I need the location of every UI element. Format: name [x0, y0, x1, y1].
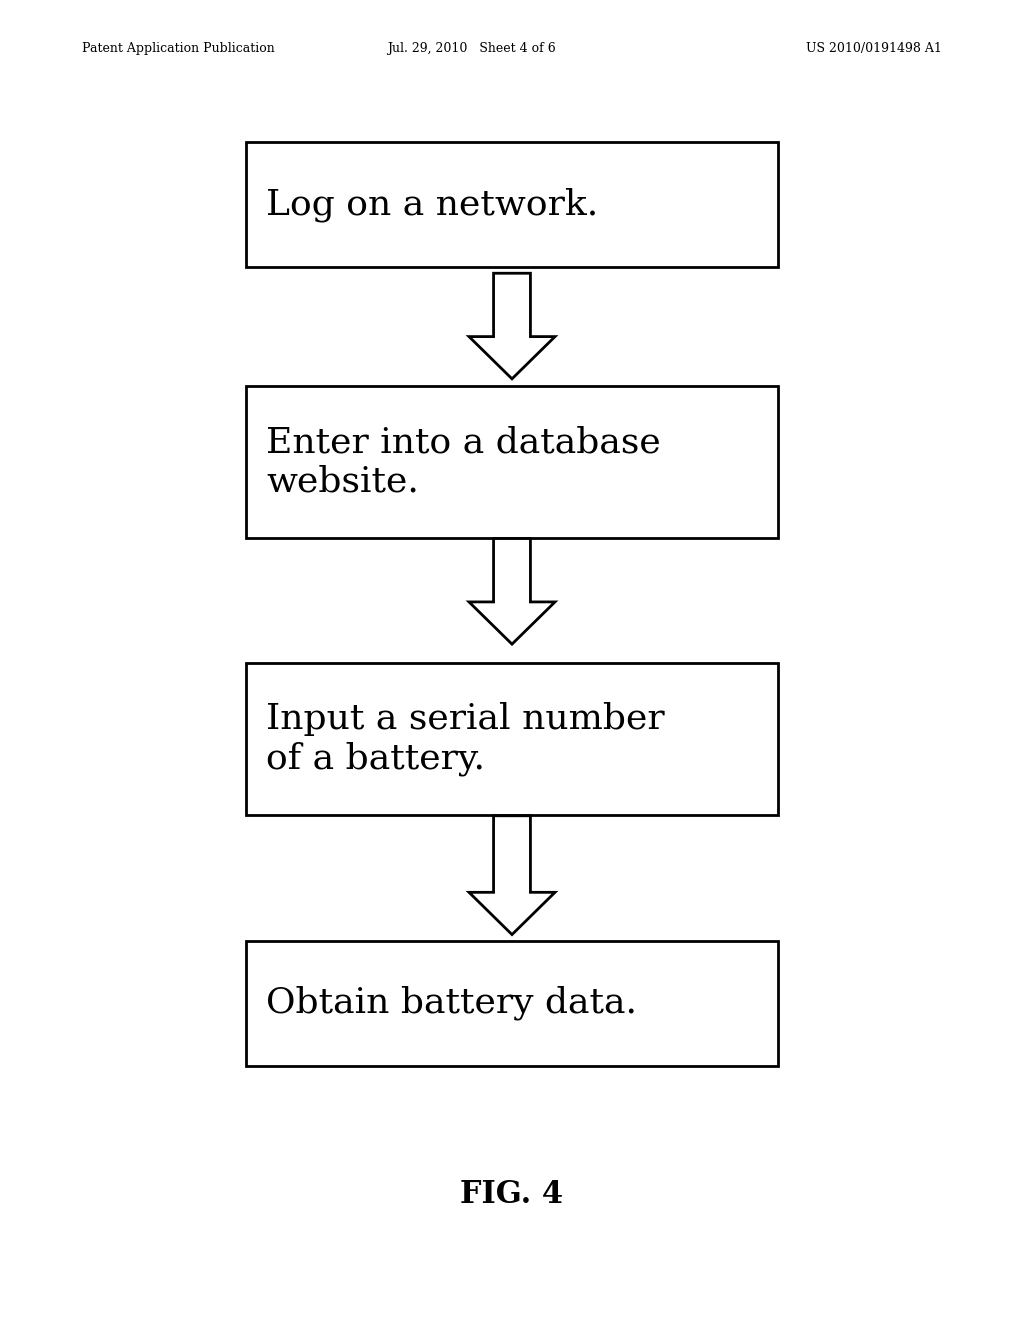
Text: Log on a network.: Log on a network. [266, 187, 598, 222]
Text: Input a serial number
of a battery.: Input a serial number of a battery. [266, 702, 665, 776]
FancyBboxPatch shape [246, 940, 778, 1067]
FancyBboxPatch shape [246, 143, 778, 267]
Polygon shape [469, 539, 555, 644]
Text: Patent Application Publication: Patent Application Publication [82, 42, 274, 55]
Text: US 2010/0191498 A1: US 2010/0191498 A1 [806, 42, 942, 55]
Text: Jul. 29, 2010   Sheet 4 of 6: Jul. 29, 2010 Sheet 4 of 6 [387, 42, 555, 55]
Text: Obtain battery data.: Obtain battery data. [266, 986, 637, 1020]
FancyBboxPatch shape [246, 663, 778, 814]
Text: Enter into a database
website.: Enter into a database website. [266, 425, 660, 499]
Polygon shape [469, 816, 555, 935]
FancyBboxPatch shape [246, 385, 778, 539]
Polygon shape [469, 273, 555, 379]
Text: FIG. 4: FIG. 4 [461, 1179, 563, 1210]
